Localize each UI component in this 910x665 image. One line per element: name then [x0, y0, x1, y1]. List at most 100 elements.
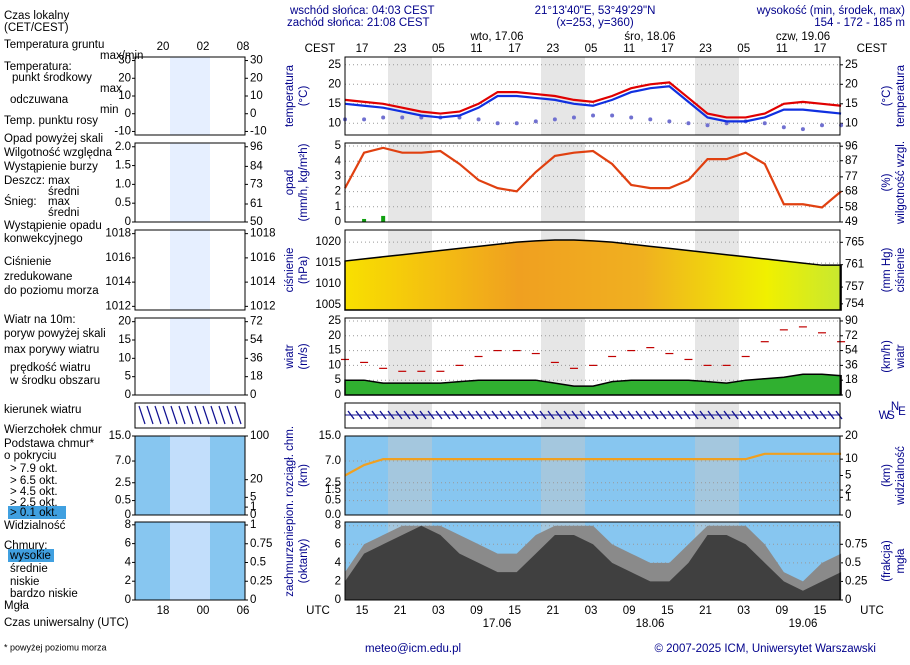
y-tick-label: 1.5 — [325, 484, 341, 496]
wind-arrow — [178, 405, 186, 425]
bottom-hour: 15 — [508, 605, 521, 617]
y-tick-label: 0 — [335, 216, 341, 228]
y-tick-label: 4 — [335, 155, 342, 167]
top-hour: 05 — [585, 43, 598, 55]
mini-tick-label: -10 — [114, 125, 131, 137]
top-hour: 05 — [737, 43, 750, 55]
mini-tick-label: 1014 — [250, 276, 276, 288]
grid-point: (x=253, y=360) — [556, 17, 634, 29]
top-hour: 11 — [623, 43, 635, 55]
axis-label: (mm/h, kg/m²h) — [298, 143, 310, 221]
wind-arrow — [162, 405, 170, 425]
wind-arrow — [234, 405, 242, 425]
series-line — [344, 81, 842, 119]
y-tick-label: 2 — [335, 575, 341, 587]
dew-point — [400, 115, 405, 120]
legend-text: > 4.5 okt. — [10, 486, 58, 498]
y-tick-label: 5 — [335, 374, 341, 386]
mini-tick-label: 4 — [125, 556, 132, 568]
legend-text: średni — [48, 186, 79, 198]
axis-label-right: (km) — [881, 464, 893, 487]
wind-arrow — [154, 405, 162, 425]
panel-frame — [344, 521, 841, 601]
top-hour: 05 — [432, 43, 445, 55]
mini-tick-label: 30 — [250, 55, 263, 67]
legend-text: Podstawa chmur* — [4, 438, 95, 450]
legend-highlight — [8, 506, 66, 519]
y-tick-label: 6 — [335, 538, 341, 550]
mini-day — [170, 436, 210, 515]
series-line — [344, 452, 842, 477]
legend-text: prędkość wiatru — [10, 362, 91, 374]
mini-tick-label: 100 — [250, 430, 269, 442]
mini-tick-label: 10 — [118, 352, 131, 364]
y-tick-label: 1 — [335, 201, 341, 213]
bottom-hour: 15 — [814, 605, 827, 617]
mini-tick-label: 5 — [125, 371, 131, 383]
mini-tick-label: 50 — [250, 216, 263, 228]
mini-tick-label: 20 — [118, 316, 131, 328]
mini-tick-label: 1012 — [105, 300, 131, 312]
dew-point — [495, 121, 500, 126]
legend-text: Widzialność — [4, 520, 66, 532]
bottom-hour: 03 — [585, 605, 598, 617]
y2-tick-label: 754 — [845, 298, 865, 310]
axis-label-right: (mm Hg) — [881, 247, 893, 292]
zone-label: UTC — [860, 605, 884, 617]
axis-label: opad — [284, 170, 296, 196]
mini-tick-label: 0.25 — [250, 575, 272, 587]
bottom-date: 19.06 — [789, 618, 818, 630]
wind-arrow — [210, 405, 218, 425]
axis-label: wiatr — [284, 344, 296, 369]
night-band — [388, 318, 432, 395]
y-tick-label: 2.5 — [325, 477, 341, 489]
legend-text: Wiatr na 10m: — [4, 314, 76, 326]
legend-text: o pokryciu — [4, 450, 56, 462]
y2-tick-label: 20 — [845, 78, 858, 90]
legend-text: wysokie — [9, 550, 51, 562]
legend-text: Ciśnienie — [4, 256, 51, 268]
y-tick-label: 5 — [335, 140, 341, 152]
y-tick-label: 0.5 — [325, 495, 341, 507]
axis-label-right: ciśnienie — [895, 248, 907, 293]
compass-letter: N — [891, 401, 899, 413]
y-tick-label: 15 — [328, 345, 341, 357]
mini-tick-label: 8 — [125, 519, 131, 531]
panel-frame — [344, 317, 841, 396]
dew-point — [571, 115, 576, 120]
y-tick-label: 15.0 — [319, 430, 341, 442]
y-tick-label: 25 — [328, 315, 341, 327]
bottom-date: 18.06 — [636, 618, 665, 630]
legend-text: bardzo niskie — [10, 588, 78, 600]
y2-tick-label: 0 — [845, 389, 851, 401]
legend-text: Czas lokalny — [4, 10, 69, 22]
legend-text: w środku obszaru — [9, 375, 100, 387]
axis-label-right: (km/h) — [881, 340, 893, 373]
series-line — [344, 146, 842, 209]
top-hour: 17 — [356, 43, 369, 55]
mini-tick-label: -10 — [250, 125, 267, 137]
series-area — [344, 373, 842, 396]
dew-point — [514, 121, 519, 126]
y2-tick-label: 761 — [845, 259, 864, 271]
mini-tick-label: 15.0 — [109, 430, 131, 442]
mini-tick-label: 36 — [250, 352, 263, 364]
legend-text: max porywy wiatru — [4, 344, 99, 356]
top-hour: 23 — [699, 43, 712, 55]
elevation-title: wysokość (min, środek, max) — [756, 5, 905, 17]
mini-tick-label: 0 — [250, 594, 256, 606]
y2-tick-label: 90 — [845, 315, 858, 327]
mini-tick-label: 0 — [250, 389, 256, 401]
compass-letter: E — [898, 406, 906, 418]
email: meteo@icm.edu.pl — [365, 643, 461, 655]
mini-tick-label: 0 — [250, 509, 256, 521]
sunrise: wschód słońca: 04:03 CEST — [289, 5, 434, 17]
dew-point — [476, 117, 481, 122]
axis-label-right: widzialność — [895, 446, 907, 506]
axis-label-right: (%) — [881, 173, 893, 191]
y-tick-label: 20 — [328, 330, 341, 342]
axis-label-right: wiatr — [895, 344, 907, 369]
bottom-hour: 03 — [432, 605, 445, 617]
zone-label: CEST — [857, 43, 888, 55]
footnote: * powyżej poziomu morza — [4, 642, 107, 652]
